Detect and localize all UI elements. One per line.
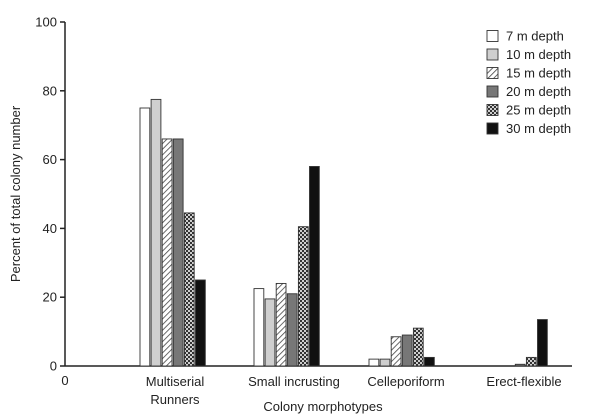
bar-25-m-depth-cat2 (412, 327, 424, 367)
bar-20-m-depth-cat1 (286, 293, 298, 367)
bar-15-m-depth-cat2 (390, 336, 402, 367)
bar-7-m-depth-cat1 (253, 288, 265, 367)
bar-15-m-depth-cat0 (161, 138, 173, 367)
legend-swatch (486, 104, 499, 116)
x-category-label: Erect-flexible (486, 374, 561, 389)
x-category-label: Small incrusting (248, 374, 340, 389)
legend-label: 25 m depth (506, 103, 571, 118)
bar-15-m-depth-cat1 (275, 282, 287, 367)
bar-30-m-depth-cat0 (195, 279, 206, 367)
legend-label: 30 m depth (506, 121, 571, 136)
bar-25-m-depth-cat3 (525, 356, 537, 367)
bar-10-m-depth-cat0 (150, 98, 162, 367)
bar-20-m-depth-cat2 (401, 334, 413, 367)
legend-swatch (486, 85, 499, 98)
bar-30-m-depth-cat2 (424, 356, 435, 367)
bar-20-m-depth-cat0 (172, 138, 184, 367)
legend-swatch (486, 48, 499, 61)
x-category-label: Multiserial (146, 374, 205, 389)
bar-7-m-depth-cat0 (139, 107, 151, 367)
legend-label: 15 m depth (506, 66, 571, 81)
bars (139, 98, 548, 367)
y-tick-label: 40 (43, 221, 57, 236)
legend-swatch (486, 67, 499, 79)
x-axis-title: Colony morphotypes (263, 399, 383, 414)
legend-swatch (486, 122, 499, 135)
y-tick-label: 100 (35, 15, 57, 30)
bar-10-m-depth-cat2 (379, 358, 391, 367)
y-axis-title: Percent of total colony number (8, 105, 23, 282)
y-axis: 0 20 40 60 80 100 (35, 15, 66, 374)
bar-20-m-depth-cat3 (514, 363, 526, 367)
legend-swatch (486, 30, 499, 42)
y-tick-label: 80 (43, 83, 57, 98)
x-category-label: Runners (150, 392, 200, 407)
y-tick-label: 0 (50, 359, 57, 374)
bar-30-m-depth-cat1 (309, 166, 320, 367)
bar-10-m-depth-cat1 (264, 298, 276, 367)
y-tick-label: 60 (43, 152, 57, 167)
legend-label: 10 m depth (506, 47, 571, 62)
legend-label: 7 m depth (506, 29, 564, 44)
y-tick-label: 20 (43, 290, 57, 305)
x-axis: 0 Multiserial Runners Small incrusting Cell… (61, 365, 572, 407)
bar-30-m-depth-cat3 (537, 319, 548, 367)
bar-25-m-depth-cat0 (183, 212, 195, 367)
legend: 7 m depth 10 m depth 15 m depth 20 m depth 2… (486, 29, 571, 136)
bar-25-m-depth-cat1 (297, 226, 309, 367)
bar-7-m-depth-cat2 (368, 358, 380, 367)
x-category-label: Celleporiform (367, 374, 444, 389)
x-origin-label: 0 (61, 373, 68, 388)
legend-label: 20 m depth (506, 84, 571, 99)
